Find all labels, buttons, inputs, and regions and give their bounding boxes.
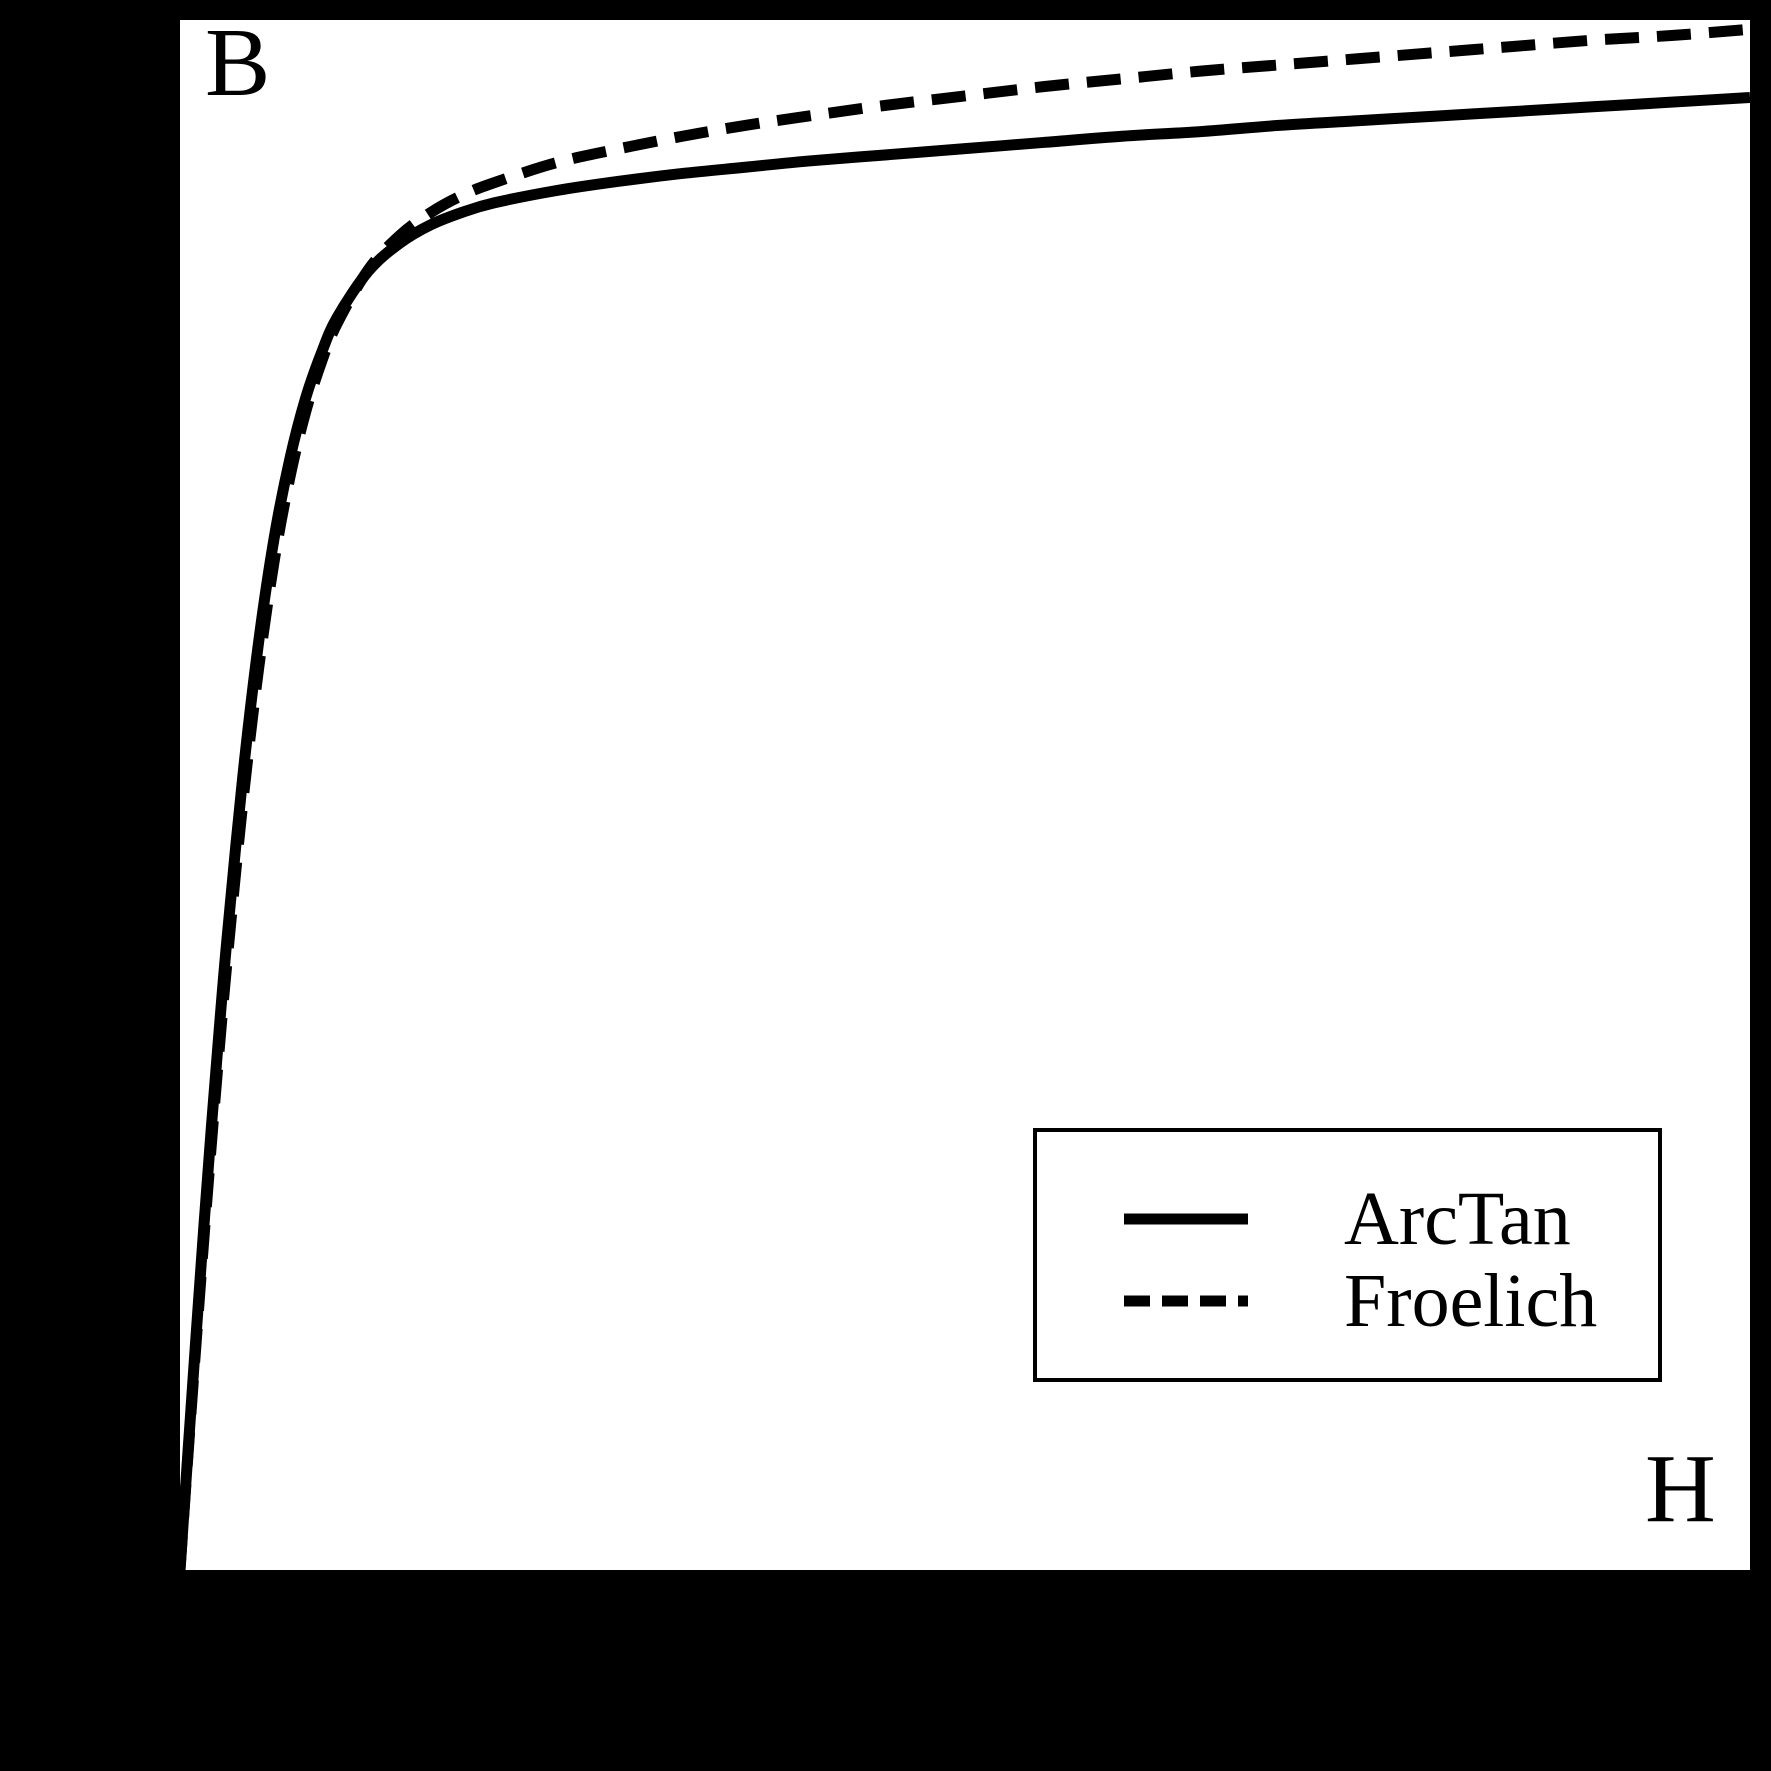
y-axis-label: B [205, 9, 271, 117]
legend-item-arctan[interactable]: ArcTan [1037, 1178, 1658, 1260]
legend-sample-solid [1124, 1212, 1248, 1226]
legend-sample-dashed [1124, 1294, 1248, 1308]
x-axis-label: H [1645, 1435, 1716, 1543]
legend-label-froelich: Froelich [1344, 1259, 1598, 1343]
legend-item-froelich[interactable]: Froelich [1037, 1260, 1658, 1342]
curves-canvas [180, 20, 1750, 1570]
legend-label-arctan: ArcTan [1344, 1177, 1571, 1261]
legend-box: ArcTan Froelich [1033, 1128, 1662, 1382]
curve-froelich [180, 29, 1750, 1570]
